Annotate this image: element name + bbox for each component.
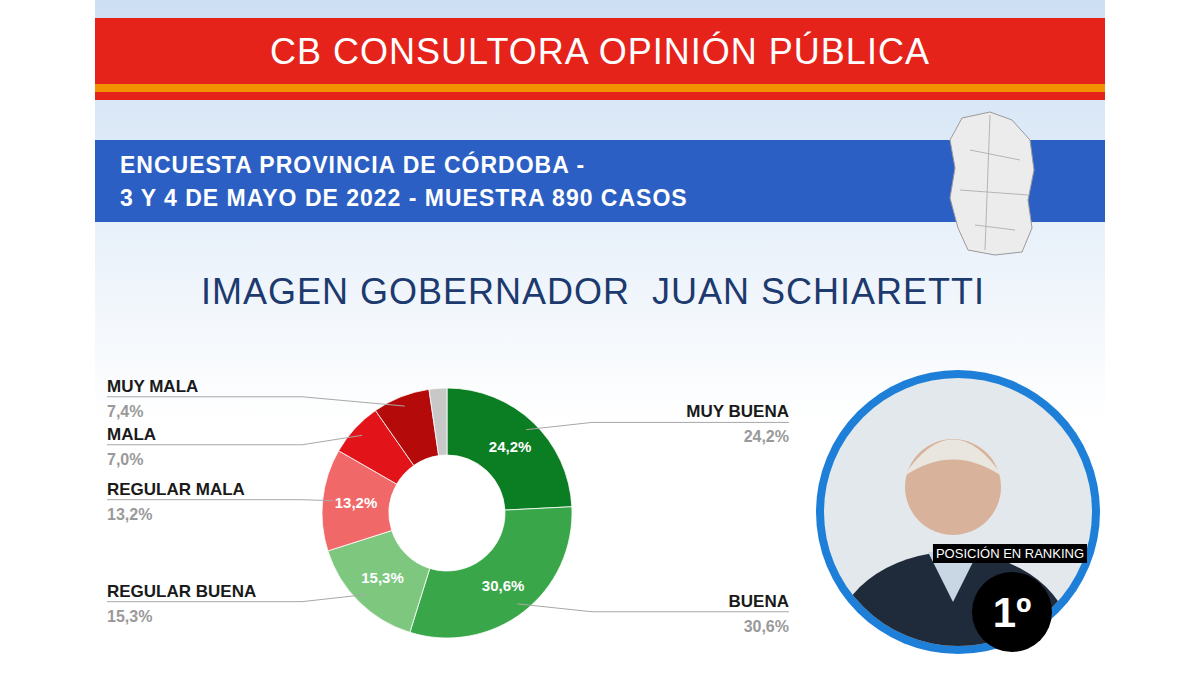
slices [322,388,572,638]
category-label: BUENA [729,592,789,611]
value-label: 13,2% [107,506,152,523]
ranking-label-bg [933,544,1087,563]
slice [429,388,447,456]
category-label: MUY MALA [107,377,198,396]
value-label: 7,4% [107,403,143,420]
category-label: MUY BUENA [686,402,789,421]
header-stripe [95,92,1105,100]
data-label: 30,6% [482,577,525,594]
ranking-label: POSICIÓN EN RANKING [936,546,1084,561]
subtitle: ENCUESTA PROVINCIA DE CÓRDOBA - [120,151,585,178]
value-label: 7,0% [107,451,143,468]
chart: CB CONSULTORA OPINIÓN PÚBLICA ENCUESTA PR… [0,0,1200,675]
category-label: REGULAR BUENA [107,582,256,601]
category-label: MALA [107,425,156,444]
ranking-badge [972,572,1052,652]
photo [816,370,1100,675]
data-label: 15,3% [361,569,404,586]
subtitle: 3 Y 4 DE MAYO DE 2022 - MUESTRA 890 CASO… [120,185,688,211]
value-label: 15,3% [107,608,152,625]
leader-line [107,397,405,406]
slice [375,389,438,465]
data-label: 24,2% [489,438,532,455]
header-stripe [95,84,1105,92]
data-label: 13,2% [335,494,378,511]
category-label: REGULAR MALA [107,480,245,499]
map-icon [950,112,1034,255]
photo-body [833,552,1073,675]
photo-hair [903,440,1003,478]
value-label: 24,2% [744,428,789,445]
slice [447,388,572,510]
background [95,0,1105,420]
title: IMAGEN GOBERNADOR JUAN SCHIARETTI [201,271,985,312]
value-label: 30,6% [744,618,789,635]
header-band [95,18,1105,84]
header-text: CB CONSULTORA OPINIÓN PÚBLICA [270,31,930,72]
ranking-value: 1º [993,589,1032,636]
donut: 24,2% 30,6% 15,3% 13,2% [322,388,572,638]
leader-line [107,500,333,501]
slice [410,507,572,638]
map-icon [960,115,1028,250]
